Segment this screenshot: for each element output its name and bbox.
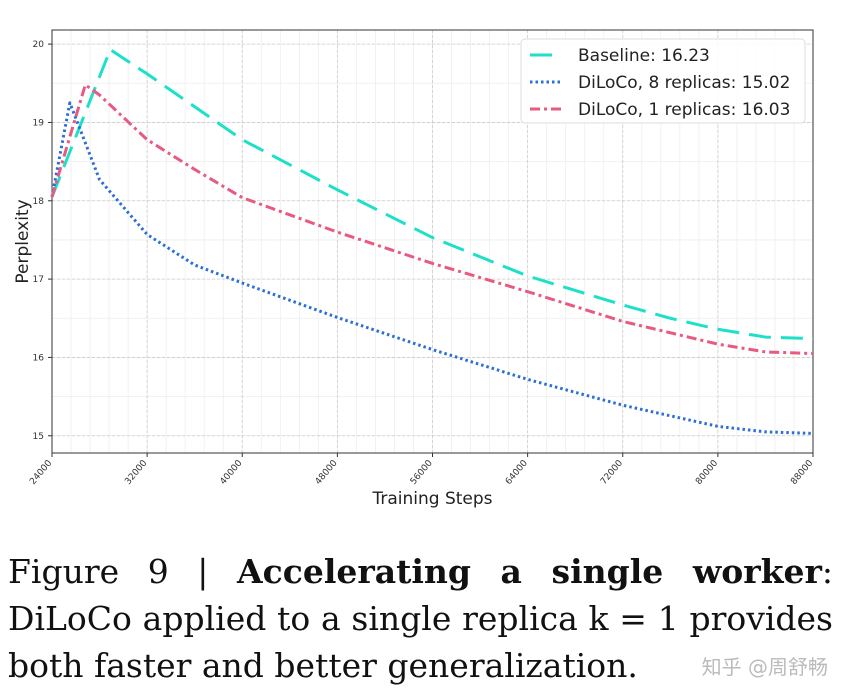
series-line-2 — [50, 83, 814, 356]
x-tick-label: 48000 — [314, 458, 340, 487]
x-tick-label: 40000 — [218, 458, 244, 487]
legend: Baseline: 16.23 DiLoCo, 8 replicas: 15.02… — [520, 38, 806, 124]
x-tick-label: 32000 — [123, 458, 149, 487]
x-tick-label: 56000 — [409, 458, 435, 487]
figure-caption: Figure 9 | Accelerating a single worker:… — [8, 548, 833, 689]
y-tick-label: 17 — [33, 275, 44, 285]
x-tick-label: 88000 — [789, 458, 815, 487]
y-tick-label: 20 — [33, 40, 45, 50]
watermark: 知乎 @周舒畅 — [701, 655, 828, 679]
y-tick-label: 18 — [33, 197, 45, 207]
x-tick-label: 24000 — [28, 458, 54, 487]
y-tick-label: 16 — [33, 353, 45, 363]
y-tick-label: 19 — [33, 118, 45, 128]
caption-label: Figure 9 | — [8, 552, 238, 591]
caption-text: : DiLoCo applied to a single replica k =… — [8, 552, 834, 685]
x-tick-label: 80000 — [694, 458, 720, 487]
series-line-0 — [50, 48, 814, 341]
chart: 24000 32000 40000 48000 56000 64000 72000 80000… — [13, 29, 815, 509]
series-line-1 — [50, 101, 814, 435]
x-tick-label: 72000 — [599, 458, 625, 487]
legend-entry-0: Baseline: 16.23 — [578, 46, 710, 66]
plot-frame — [51, 29, 814, 454]
y-tick-label: 15 — [33, 432, 44, 442]
legend-entry-1: DiLoCo, 8 replicas: 15.02 — [578, 73, 790, 93]
legend-box — [520, 38, 806, 124]
x-tick-label: 64000 — [504, 458, 530, 487]
legend-entry-2: DiLoCo, 1 replicas: 16.03 — [578, 100, 790, 120]
x-axis-label: Training Steps — [371, 489, 492, 509]
y-axis-label: Perplexity — [13, 199, 33, 283]
caption-bold: Accelerating a single worker — [237, 552, 822, 591]
